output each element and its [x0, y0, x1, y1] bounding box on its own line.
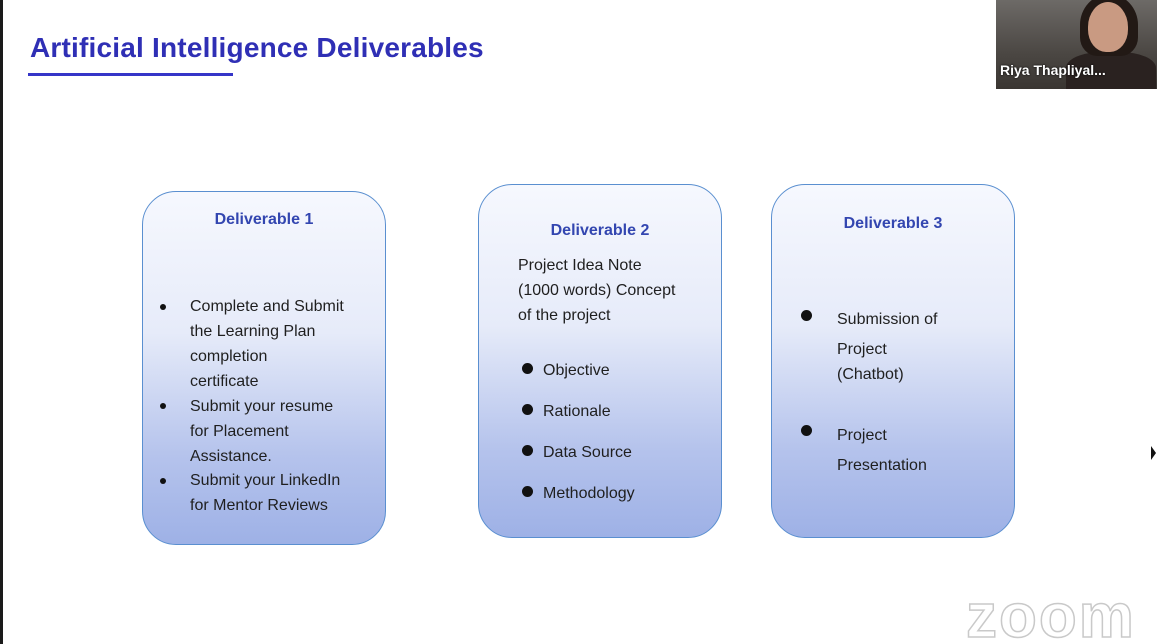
deliverable-card-1: Deliverable 1 Complete and Submit the Le…: [142, 191, 386, 545]
deliverable-2-bullet-4: Methodology: [543, 485, 635, 502]
bullet-dot-icon: [801, 310, 812, 321]
bullet-dot-icon: [522, 486, 533, 497]
deliverable-1-bullet-1: Complete and Submit the Learning Plan co…: [190, 298, 344, 390]
deliverable-2-bullet-1: Objective: [543, 362, 610, 379]
participant-video-tile[interactable]: Riya Thapliyal...: [996, 0, 1157, 89]
bullet-dot-icon: [160, 478, 166, 484]
bullet-dot-icon: [522, 445, 533, 456]
deliverable-card-3: Deliverable 3 Submission of Project (Cha…: [771, 184, 1015, 538]
participant-body: [1066, 52, 1156, 89]
bullet-dot-icon: [160, 304, 166, 310]
participant-name: Riya Thapliyal...: [1000, 62, 1106, 78]
deliverable-1-title: Deliverable 1: [214, 211, 314, 228]
title-underline: [28, 73, 233, 76]
deliverable-3-bullet-2: Project Presentation: [837, 427, 927, 474]
window-edge: [0, 0, 3, 644]
bullet-dot-icon: [522, 363, 533, 374]
deliverable-1-bullet-3: Submit your LinkedIn for Mentor Reviews: [190, 472, 341, 514]
deliverable-2-bullet-3: Data Source: [543, 444, 632, 461]
deliverable-2-intro: Project Idea Note (1000 words) Concept o…: [518, 257, 676, 324]
deliverable-card-2: Deliverable 2 Project Idea Note (1000 wo…: [478, 184, 722, 538]
participant-face: [1088, 2, 1128, 52]
deliverable-2-bullet-2: Rationale: [543, 403, 611, 420]
bullet-dot-icon: [801, 425, 812, 436]
bullet-dot-icon: [522, 404, 533, 415]
slide-title: Artificial Intelligence Deliverables: [30, 32, 484, 63]
deliverable-3-title: Deliverable 3: [843, 215, 943, 232]
bullet-dot-icon: [160, 403, 166, 409]
deliverable-2-title: Deliverable 2: [550, 222, 650, 239]
zoom-watermark: zoom: [965, 582, 1136, 644]
deliverable-3-bullet-1: Submission of Project (Chatbot): [837, 311, 938, 383]
mouse-cursor-icon: [1151, 446, 1156, 460]
deliverable-1-bullet-2: Submit your resume for Placement Assista…: [190, 398, 334, 465]
